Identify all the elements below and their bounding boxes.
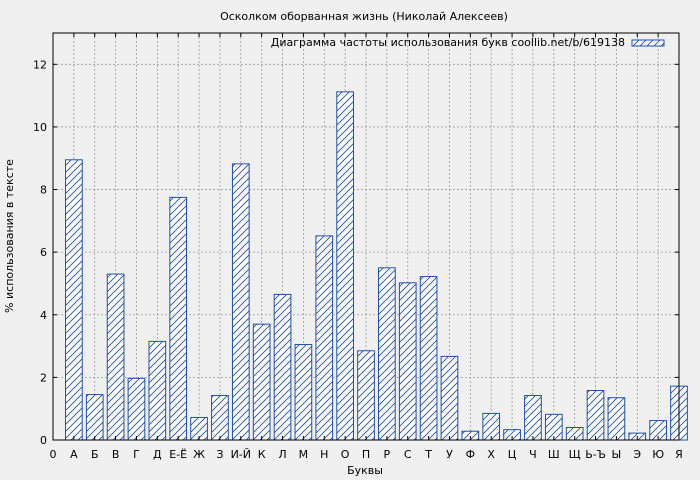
bar bbox=[231, 163, 250, 441]
x-tick-label: Ы bbox=[612, 448, 622, 461]
bar bbox=[148, 340, 167, 441]
x-tick-label: Х bbox=[487, 448, 495, 461]
x-axis: 0 А Б В Г Д Е-Ё Ж З И-Й К Л М Н О П Р С Т У Ф Х Ц Ч Ш Щ Ь-Ъ Ы Э Ю Я bbox=[50, 33, 683, 461]
x-tick-label: Э bbox=[633, 448, 641, 461]
x-tick-label: Р bbox=[384, 448, 391, 461]
legend: Диаграмма частоты использования букв coo… bbox=[271, 36, 665, 49]
bar bbox=[357, 350, 375, 441]
bar bbox=[419, 276, 438, 441]
x-tick-label: 0 bbox=[50, 448, 57, 461]
x-tick-label: Я bbox=[675, 448, 683, 461]
x-tick-label: З bbox=[216, 448, 223, 461]
bar bbox=[378, 267, 396, 441]
x-tick-label: П bbox=[362, 448, 370, 461]
x-tick-label: В bbox=[112, 448, 120, 461]
legend-label: Диаграмма частоты использования букв coo… bbox=[271, 36, 625, 49]
x-tick-label: Е-Ё bbox=[169, 448, 187, 461]
y-axis-label: % использования в тексте bbox=[3, 159, 16, 313]
x-tick-label: М bbox=[299, 448, 309, 461]
x-tick-label: У bbox=[446, 448, 453, 461]
x-tick-label: Б bbox=[91, 448, 99, 461]
x-tick-label: И-Й bbox=[231, 448, 251, 461]
bar bbox=[65, 159, 83, 441]
bar bbox=[524, 395, 542, 441]
bar bbox=[211, 395, 229, 441]
y-tick-label: 2 bbox=[40, 371, 47, 384]
bar bbox=[607, 397, 626, 441]
x-tick-label: Ц bbox=[508, 448, 517, 461]
x-tick-label: А bbox=[70, 448, 78, 461]
x-tick-label: Н bbox=[320, 448, 328, 461]
x-tick-label: Ж bbox=[193, 448, 205, 461]
legend-swatch bbox=[631, 39, 665, 47]
bar bbox=[398, 282, 417, 441]
x-tick-label: Т bbox=[424, 448, 432, 461]
bar bbox=[440, 355, 459, 441]
bars bbox=[65, 91, 688, 441]
y-tick-label: 12 bbox=[33, 58, 47, 71]
x-tick-label: К bbox=[258, 448, 266, 461]
bar bbox=[586, 390, 605, 441]
x-axis-label: Буквы bbox=[347, 464, 383, 477]
bar bbox=[273, 293, 292, 441]
x-tick-label: С bbox=[404, 448, 412, 461]
x-tick-label: Щ bbox=[569, 448, 581, 461]
bar bbox=[315, 235, 334, 441]
y-tick-label: 8 bbox=[40, 184, 47, 197]
x-tick-label: Ч bbox=[529, 448, 537, 461]
x-tick-label: Д bbox=[153, 448, 162, 461]
x-tick-label: Л bbox=[278, 448, 286, 461]
y-tick-label: 0 bbox=[40, 434, 47, 447]
bar bbox=[252, 323, 271, 441]
x-tick-label: Ь-Ъ bbox=[585, 448, 606, 461]
chart-title: Осколком оборванная жизнь (Николай Алекс… bbox=[220, 10, 508, 23]
y-tick-label: 6 bbox=[40, 246, 47, 259]
x-tick-label: Г bbox=[133, 448, 140, 461]
x-tick-label: Ш bbox=[548, 448, 560, 461]
bar bbox=[294, 344, 313, 441]
y-tick-label: 10 bbox=[33, 121, 47, 134]
x-tick-label: Ю bbox=[652, 448, 664, 461]
y-tick-label: 4 bbox=[40, 309, 47, 322]
bar bbox=[85, 394, 104, 441]
bar bbox=[336, 91, 354, 441]
bar bbox=[106, 273, 125, 441]
y-axis: 0 2 4 6 8 10 12 bbox=[33, 58, 679, 447]
x-tick-label: О bbox=[341, 448, 350, 461]
x-tick-label: Ф bbox=[466, 448, 475, 461]
bar bbox=[169, 196, 188, 441]
bar bbox=[127, 377, 146, 441]
